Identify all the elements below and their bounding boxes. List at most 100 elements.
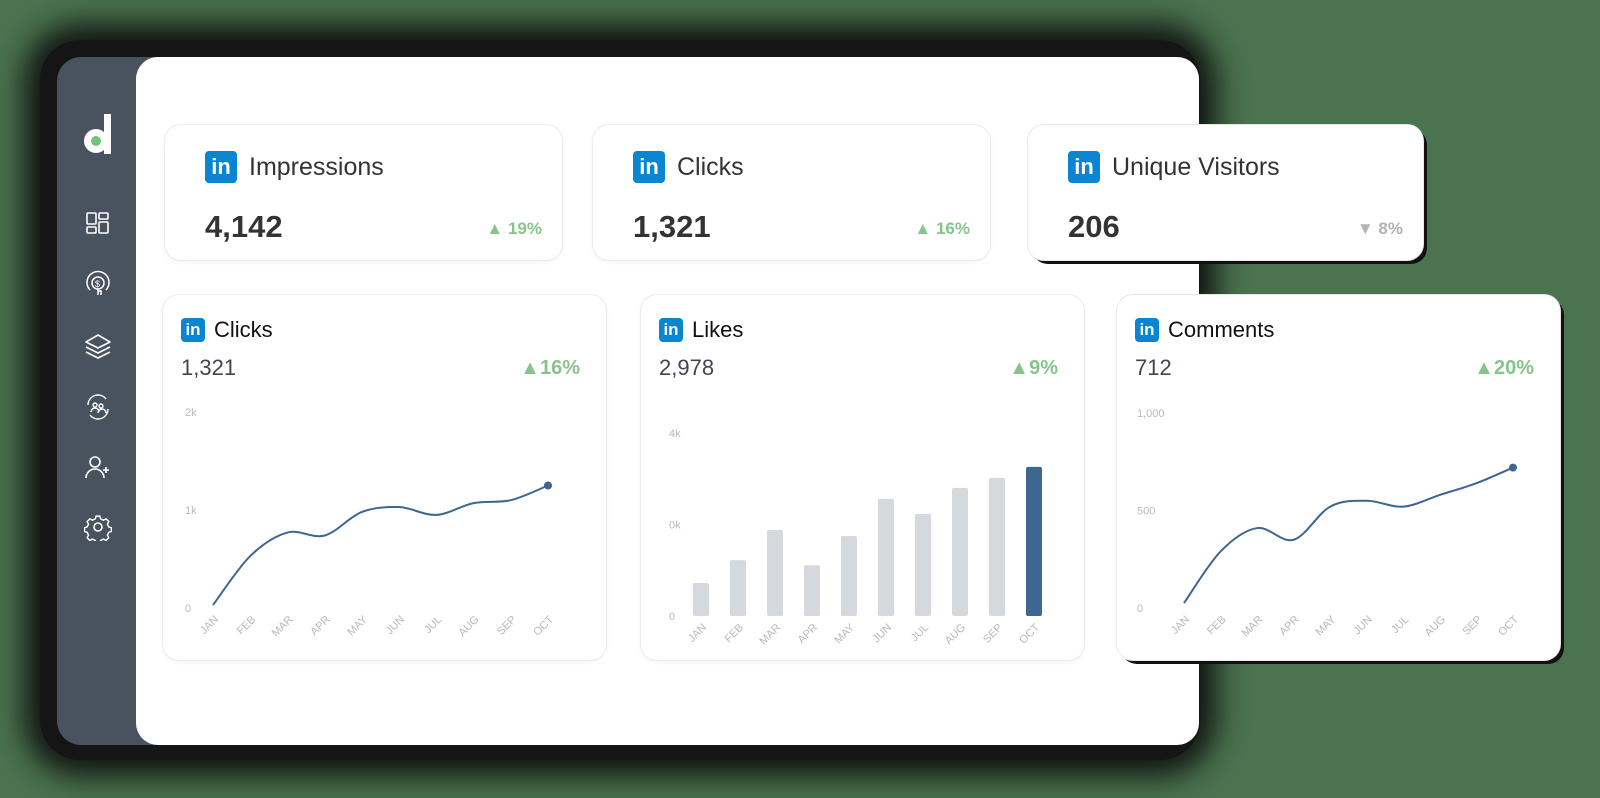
chart-value: 712 [1135, 355, 1172, 380]
bar[interactable] [1026, 466, 1042, 616]
gear-icon [83, 515, 113, 544]
linkedin-icon: in [181, 318, 205, 342]
sidebar-item-clients[interactable] [84, 393, 112, 421]
layers-icon [85, 334, 111, 359]
y-tick-label: 1,000 [1137, 408, 1165, 420]
chart-card-comments[interactable]: in Comments 712 ▲20% 0 500 1,000 JAN FEB MAR AP… [1117, 295, 1560, 660]
x-tick-label: MAR [1239, 614, 1265, 640]
x-tick-label: MAY [1314, 613, 1339, 638]
linkedin-icon: in [205, 151, 237, 183]
x-tick-label: JUN [871, 622, 895, 646]
triangle-up-icon: ▲ [1474, 357, 1494, 379]
kpi-delta: ▲ 16% [914, 219, 970, 238]
line-series [212, 484, 549, 606]
kpi-value: 1,321 [633, 209, 711, 244]
bar[interactable] [841, 535, 857, 616]
y-tick-label: 1k [185, 505, 197, 517]
chart-card-likes[interactable]: in Likes 2,978 ▲9% 0 0k 4k JAN FEB MAR APR MAY JU… [641, 295, 1084, 660]
x-tick-label: JUL [909, 622, 931, 644]
kpi-card-clicks[interactable]: in Clicks 1,321 ▲ 16% [593, 125, 990, 260]
kpi-value: 206 [1068, 209, 1120, 244]
last-point-marker[interactable] [1509, 463, 1517, 472]
kpi-title: Unique Visitors [1112, 152, 1280, 181]
x-tick-label: OCT [531, 613, 556, 638]
linkedin-icon: in [659, 318, 683, 342]
triangle-up-icon: ▲ [914, 219, 932, 238]
chart-delta: ▲20% [1474, 357, 1534, 379]
user-plus-icon [85, 456, 109, 479]
chart-title: Comments [1168, 317, 1275, 342]
triangle-up-icon: ▲ [520, 357, 540, 379]
x-tick-label: JUN [384, 614, 408, 638]
kpi-delta: ▼ 8% [1356, 219, 1403, 238]
y-tick-label: 0 [185, 603, 191, 615]
logo-icon[interactable] [82, 114, 112, 156]
x-tick-label: MAY [832, 621, 857, 646]
sidebar-item-layers[interactable] [84, 332, 112, 360]
last-point-marker[interactable] [544, 481, 552, 490]
chart-title: Likes [692, 317, 744, 342]
triangle-up-icon: ▲ [486, 219, 504, 238]
x-tick-label: FEB [235, 614, 259, 638]
chart-title: Clicks [214, 317, 273, 342]
x-tick-label: JUL [422, 614, 444, 636]
bar[interactable] [693, 583, 709, 616]
kpi-title: Clicks [677, 152, 744, 181]
x-tick-label: MAY [345, 613, 370, 638]
users-sync-icon [87, 394, 109, 420]
bar[interactable] [767, 529, 783, 616]
chart-value: 2,978 [659, 355, 715, 380]
svg-text:$: $ [95, 279, 100, 289]
triangle-down-icon: ▼ [1356, 219, 1374, 238]
sidebar-item-dashboard[interactable] [84, 210, 112, 238]
triangle-up-icon: ▲ [1009, 357, 1030, 379]
bar[interactable] [989, 477, 1005, 616]
x-tick-label: AUG [943, 622, 968, 647]
x-tick-label: SEP [495, 614, 519, 638]
linkedin-icon: in [633, 151, 665, 183]
bar[interactable] [804, 565, 820, 616]
kpi-value: 4,142 [205, 209, 283, 244]
kpi-card-unique-visitors[interactable]: in Unique Visitors 206 ▼ 8% [1028, 125, 1423, 260]
linkedin-icon: in [1068, 151, 1100, 183]
x-tick-label: MAR [757, 622, 783, 648]
bar[interactable] [952, 487, 968, 616]
dashboard-grid-icon [86, 212, 109, 234]
chart-delta: ▲16% [520, 357, 580, 379]
chart-card-clicks[interactable]: in Clicks 1,321 ▲16% 0 1k 2k JAN FEB MAR APR MAY… [163, 295, 606, 660]
y-tick-label: 0 [1137, 603, 1143, 615]
sidebar-item-add-user[interactable] [84, 453, 112, 481]
x-tick-label: MAR [270, 614, 296, 640]
bar-chart-likes[interactable]: 0 0k 4k JAN FEB MAR APR MAY JUN JUL AUG SEP OCT [641, 295, 1084, 660]
kpi-card-impressions[interactable]: in Impressions 4,142 ▲ 19% [165, 125, 562, 260]
x-tick-label: JUL [1389, 614, 1411, 636]
bar[interactable] [878, 498, 894, 616]
x-tick-label: SEP [1461, 614, 1485, 638]
y-tick-label: 2k [185, 407, 197, 419]
y-tick-label: 0 [669, 611, 675, 623]
x-tick-label: JAN [198, 614, 221, 637]
line-chart-clicks[interactable]: 0 1k 2k JAN FEB MAR APR MAY JUN JUL AUG SEP OCT [163, 295, 606, 660]
y-tick-label: 4k [669, 428, 681, 440]
sidebar-item-settings[interactable] [83, 513, 113, 544]
x-tick-label: APR [1277, 614, 1302, 639]
kpi-delta: ▲ 19% [486, 219, 542, 238]
line-chart-comments[interactable]: 0 500 1,000 JAN FEB MAR APR MAY JUN JUL AUG SEP OCT [1117, 295, 1560, 660]
kpi-title: Impressions [249, 152, 384, 181]
chart-delta: ▲9% [1009, 357, 1058, 379]
dollar-click-icon: $ [86, 270, 110, 295]
x-tick-label: SEP [981, 622, 1005, 646]
sidebar-item-ppc[interactable]: $ [84, 270, 112, 298]
linkedin-icon: in [1135, 318, 1159, 342]
x-tick-label: OCT [1496, 613, 1521, 638]
bar[interactable] [915, 513, 931, 616]
x-tick-label: JAN [686, 622, 709, 645]
x-tick-label: FEB [722, 622, 746, 646]
chart-value: 1,321 [181, 355, 237, 380]
y-tick-label: 0k [669, 520, 681, 532]
x-tick-label: AUG [456, 614, 481, 639]
x-tick-label: AUG [1423, 614, 1448, 639]
x-tick-label: JAN [1169, 614, 1192, 637]
bar[interactable] [730, 560, 746, 616]
x-tick-label: JUN [1351, 614, 1375, 638]
